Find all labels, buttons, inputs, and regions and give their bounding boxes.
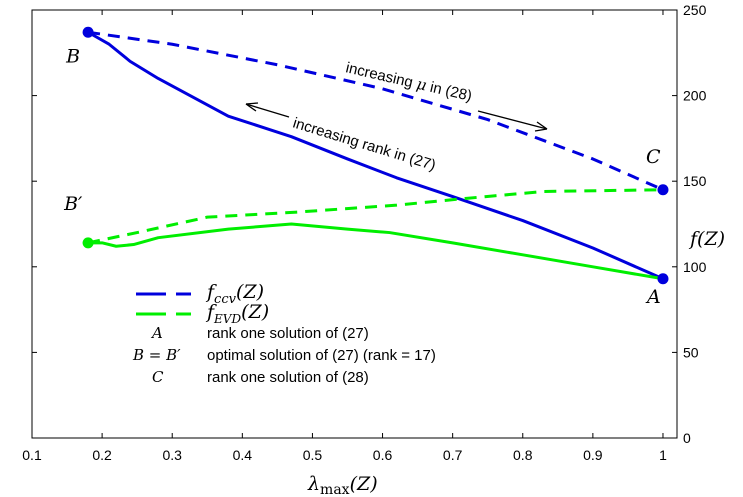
y-axis-ticks: 0 50 100 150 200 250: [32, 2, 707, 446]
x-tick-label: 0.4: [233, 447, 253, 463]
point-a: [657, 273, 669, 285]
x-axis-ticks: 0.1 0.2 0.3 0.4 0.5 0.6 0.7 0.8 0.9 1: [22, 10, 667, 463]
legend-entry-fccv: fccv(Z): [136, 281, 264, 307]
x-tick-label: 0.1: [22, 447, 42, 463]
point-label-a: A: [645, 286, 661, 308]
legend-text-a: rank one solution of (27): [207, 325, 369, 342]
point-label-c: C: [646, 146, 661, 168]
legend-key-c: C: [152, 368, 164, 386]
y-tick-label: 250: [683, 2, 707, 18]
legend-text-b: optimal solution of (27) (rank = 17): [207, 347, 436, 364]
point-b-prime: [82, 237, 94, 249]
plot-frame: [31, 9, 678, 439]
x-tick-label: 0.9: [583, 447, 603, 463]
series-line-fccv-dashed: [87, 30, 664, 192]
y-tick-label: 50: [683, 344, 699, 360]
x-axis-label: λmax(Z): [307, 473, 378, 497]
y-axis-label: f(Z): [688, 228, 725, 250]
y-tick-label: 0: [683, 430, 691, 446]
legend-label-fevd: fEVD(Z): [205, 301, 269, 326]
series-line-fevd-solid: [88, 222, 664, 281]
legend-text-c: rank one solution of (28): [207, 369, 369, 386]
x-tick-label: 0.2: [92, 447, 112, 463]
axes: [31, 9, 678, 439]
x-tick-label: 0.5: [303, 447, 323, 463]
x-tick-label: 0.3: [162, 447, 182, 463]
legend-entry-fevd: fEVD(Z): [136, 301, 269, 326]
y-tick-label: 150: [683, 173, 707, 189]
series-lines: [87, 30, 664, 281]
point-label-b: B: [65, 45, 80, 67]
y-tick-label: 100: [683, 259, 707, 275]
x-tick-label: 0.8: [513, 447, 533, 463]
legend-label-fccv: fccv(Z): [205, 281, 264, 307]
x-tick-label: 0.7: [443, 447, 463, 463]
arrow-rank: [245, 102, 290, 118]
annotations: increasing μ in (28) increasing rank in …: [245, 59, 548, 174]
marked-points: B C B′ A: [63, 26, 669, 308]
point-c: [657, 184, 669, 196]
point-label-b-prime: B′: [63, 193, 83, 215]
legend-key-b: B = B′: [132, 346, 181, 364]
series-line-fevd-dashed: [87, 188, 663, 245]
series-line-fccv-solid: [87, 30, 664, 281]
arrow-mu: [477, 110, 548, 132]
legend-key-a: A: [150, 324, 163, 342]
x-tick-label: 1: [659, 447, 667, 463]
x-tick-label: 0.6: [373, 447, 393, 463]
point-b: [82, 26, 94, 38]
y-tick-label: 200: [683, 88, 707, 104]
legend: fccv(Z) fEVD(Z) A rank one solution of (…: [132, 281, 436, 386]
